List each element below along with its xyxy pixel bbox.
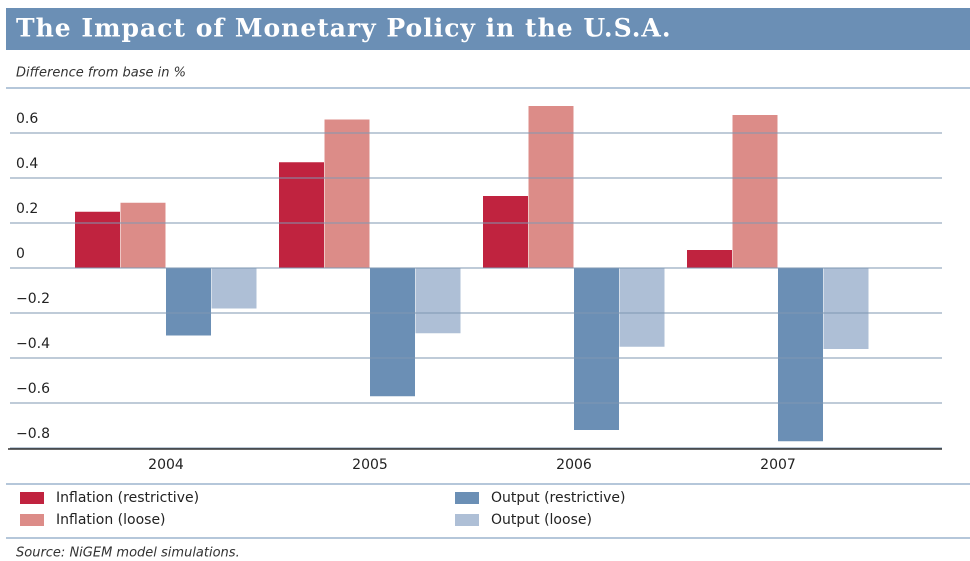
bar [528, 106, 574, 268]
legend-swatch [455, 514, 479, 526]
subtitle: Difference from base in % [16, 66, 186, 81]
y-tick-label: −0.8 [16, 426, 50, 442]
x-tick-label: 2006 [556, 457, 592, 473]
legend-label: Output (restrictive) [491, 490, 625, 506]
y-tick-label: 0.4 [16, 156, 38, 172]
y-tick-label: 0 [16, 246, 25, 262]
bar [574, 268, 619, 430]
y-tick-label: 0.6 [16, 111, 38, 127]
bar [120, 202, 166, 268]
bar [211, 268, 257, 309]
y-tick-label: −0.4 [16, 336, 50, 352]
x-tick-label: 2007 [760, 457, 796, 473]
legend-label: Inflation (restrictive) [56, 490, 199, 506]
bar [324, 119, 370, 268]
bar [370, 268, 415, 397]
legend-swatch [20, 492, 44, 504]
x-tick-label: 2004 [148, 457, 184, 473]
bar [279, 162, 324, 268]
legend-label: Inflation (loose) [56, 512, 166, 528]
chart-title: The Impact of Monetary Policy in the U.S… [16, 14, 672, 43]
bar [619, 268, 665, 347]
legend-label: Output (loose) [491, 512, 592, 528]
bar [483, 196, 528, 268]
bar [823, 268, 869, 349]
y-tick-label: −0.2 [16, 291, 50, 307]
legend-swatch [455, 492, 479, 504]
bar [687, 250, 732, 268]
y-tick-label: 0.2 [16, 201, 38, 217]
bar [732, 115, 778, 268]
bar [415, 268, 461, 334]
source: Source: NiGEM model simulations. [16, 546, 240, 561]
bar [778, 268, 823, 442]
bar [75, 211, 120, 268]
legend-swatch [20, 514, 44, 526]
x-tick-label: 2005 [352, 457, 388, 473]
bar [166, 268, 211, 336]
y-tick-label: −0.6 [16, 381, 50, 397]
title-bar [6, 8, 970, 50]
